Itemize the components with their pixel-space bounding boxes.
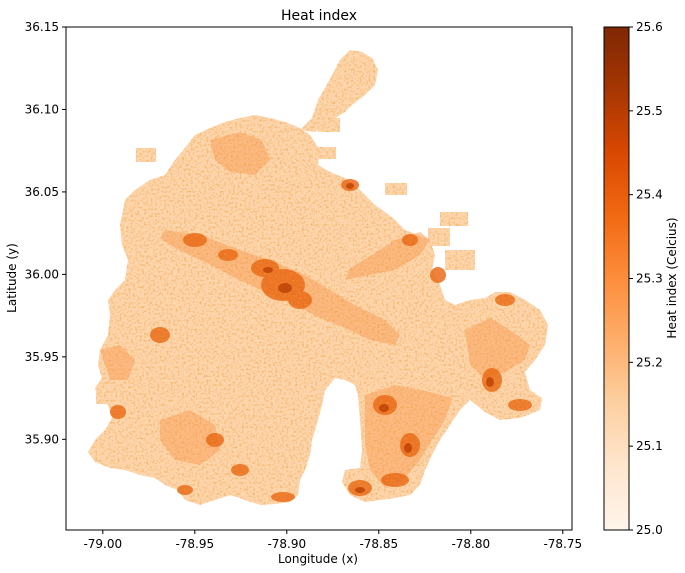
colorbar-tick-label: 25.5 — [636, 104, 663, 118]
x-axis-label: Longitude (x) — [278, 552, 358, 566]
x-axis: -79.00 -78.95 -78.90 -78.85 -78.80 -78.75 — [83, 530, 582, 551]
colorbar-tick-label: 25.0 — [636, 523, 663, 537]
colorbar-tick-label: 25.6 — [636, 20, 663, 34]
colorbar-tick-label: 25.4 — [636, 188, 663, 202]
colorbar-axis: 25.0 25.1 25.2 25.3 25.4 25.5 25.6 — [629, 20, 663, 537]
x-tick-label: -79.00 — [83, 537, 122, 551]
plot-frame — [65, 26, 573, 531]
raster-texture — [88, 50, 548, 505]
colorbar-tick-label: 25.3 — [636, 272, 663, 286]
y-tick-label: 36.10 — [25, 102, 59, 116]
y-axis: 35.90 35.95 36.00 36.05 36.10 36.15 — [25, 20, 66, 446]
x-tick-label: -78.75 — [543, 537, 582, 551]
y-tick-label: 35.90 — [25, 432, 59, 446]
colorbar-label: Heat index (Celcius) — [665, 217, 679, 338]
x-tick-label: -78.80 — [451, 537, 490, 551]
colorbar-tick-label: 25.1 — [636, 439, 663, 453]
y-tick-label: 35.95 — [25, 350, 59, 364]
heat-map-raster — [88, 50, 548, 505]
hottest-cells — [263, 183, 494, 493]
colorbar — [603, 26, 630, 531]
x-tick-label: -78.95 — [175, 537, 214, 551]
chart-title: Heat index — [281, 8, 357, 24]
y-tick-label: 36.05 — [25, 185, 59, 199]
colorbar-tick-label: 25.2 — [636, 355, 663, 369]
y-tick-label: 36.15 — [25, 20, 59, 34]
y-axis-label: Latitude (y) — [5, 243, 19, 313]
x-tick-label: -78.85 — [359, 537, 398, 551]
y-tick-label: 36.00 — [25, 267, 59, 281]
x-tick-label: -78.90 — [267, 537, 306, 551]
